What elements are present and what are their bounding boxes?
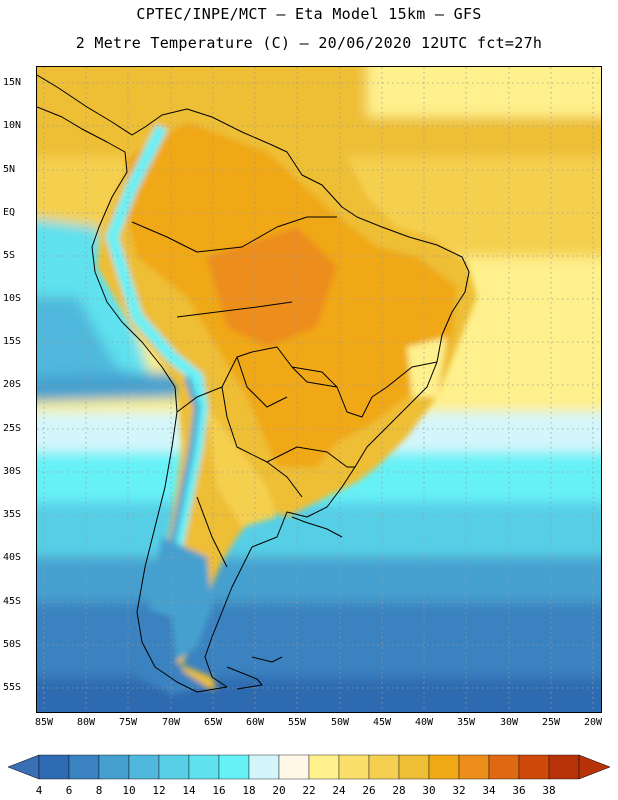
colorbar-swatch: [428, 754, 460, 780]
lat-label: EQ: [3, 207, 16, 218]
lon-label: 60W: [245, 717, 265, 728]
colorbar-tick-label: 10: [122, 784, 136, 797]
colorbar-swatch: [128, 754, 160, 780]
lon-label: 40W: [414, 717, 434, 728]
colorbar-legend: [0, 745, 618, 795]
colorbar-high-arrow: [578, 754, 611, 780]
colorbar-low-arrow: [7, 754, 40, 780]
colorbar-swatch: [338, 754, 370, 780]
colorbar-swatch: [398, 754, 430, 780]
colorbar-tick-label: 26: [362, 784, 376, 797]
colorbar-tick-label: 28: [392, 784, 406, 797]
colorbar-tick-label: 36: [512, 784, 526, 797]
colorbar-tick-label: 34: [482, 784, 496, 797]
colorbar-swatch: [188, 754, 220, 780]
colorbar-swatch: [368, 754, 400, 780]
lat-label: 55S: [3, 682, 22, 693]
colorbar-tick-label: 16: [212, 784, 226, 797]
lat-label: 5N: [3, 164, 16, 175]
colorbar-swatch: [278, 754, 310, 780]
colorbar-swatch: [548, 754, 580, 780]
colorbar-swatch: [218, 754, 250, 780]
colorbar-tick-label: 4: [35, 784, 43, 797]
colorbar-swatch: [98, 754, 130, 780]
lon-label: 55W: [287, 717, 307, 728]
colorbar-tick-label: 24: [332, 784, 346, 797]
colorbar-tick-label: 38: [542, 784, 556, 797]
colorbar-tick-label: 8: [95, 784, 103, 797]
colorbar-tick-label: 22: [302, 784, 316, 797]
lon-label: 30W: [499, 717, 519, 728]
lat-label: 25S: [3, 423, 22, 434]
map-subtitle: 2 Metre Temperature (C) – 20/06/2020 12U…: [75, 34, 543, 52]
lon-label: 25W: [541, 717, 561, 728]
map-title: CPTEC/INPE/MCT – Eta Model 15km – GFS: [136, 5, 482, 23]
colorbar-swatch: [518, 754, 550, 780]
lat-label: 45S: [3, 596, 22, 607]
lon-label: 70W: [161, 717, 181, 728]
lat-label: 35S: [3, 509, 22, 520]
lat-label: 5S: [3, 250, 16, 261]
lat-label: 20S: [3, 379, 22, 390]
colorbar-tick-label: 20: [272, 784, 286, 797]
lat-label: 30S: [3, 466, 22, 477]
lat-label: 40S: [3, 552, 22, 563]
continent-temperature: [37, 67, 477, 695]
lon-label: 65W: [203, 717, 223, 728]
colorbar-swatch: [158, 754, 190, 780]
lon-label: 80W: [76, 717, 96, 728]
colorbar-tick-label: 32: [452, 784, 466, 797]
colorbar-tick-label: 14: [182, 784, 196, 797]
lon-label: 85W: [34, 717, 54, 728]
lat-label: 10N: [3, 120, 22, 131]
colorbar-swatch: [308, 754, 340, 780]
lat-label: 10S: [3, 293, 22, 304]
temperature-map: [36, 66, 602, 713]
colorbar-tick-label: 30: [422, 784, 436, 797]
lat-label: 15N: [3, 77, 22, 88]
lat-label: 50S: [3, 639, 22, 650]
lon-label: 35W: [456, 717, 476, 728]
lon-label: 75W: [118, 717, 138, 728]
colorbar-swatch: [458, 754, 490, 780]
colorbar-swatch: [68, 754, 100, 780]
temperature-map-canvas: [37, 67, 601, 712]
coastline: [37, 74, 470, 693]
graticule: [37, 67, 601, 712]
colorbar-tick-label: 18: [242, 784, 256, 797]
colorbar-tick-label: 6: [65, 784, 73, 797]
lat-label: 15S: [3, 336, 22, 347]
colorbar-swatch: [488, 754, 520, 780]
lon-label: 45W: [372, 717, 392, 728]
lon-label: 50W: [330, 717, 350, 728]
lon-label: 20W: [583, 717, 603, 728]
colorbar-swatch: [248, 754, 280, 780]
colorbar-swatches: [7, 754, 611, 780]
colorbar-tick-label: 12: [152, 784, 166, 797]
colorbar-swatch: [38, 754, 70, 780]
